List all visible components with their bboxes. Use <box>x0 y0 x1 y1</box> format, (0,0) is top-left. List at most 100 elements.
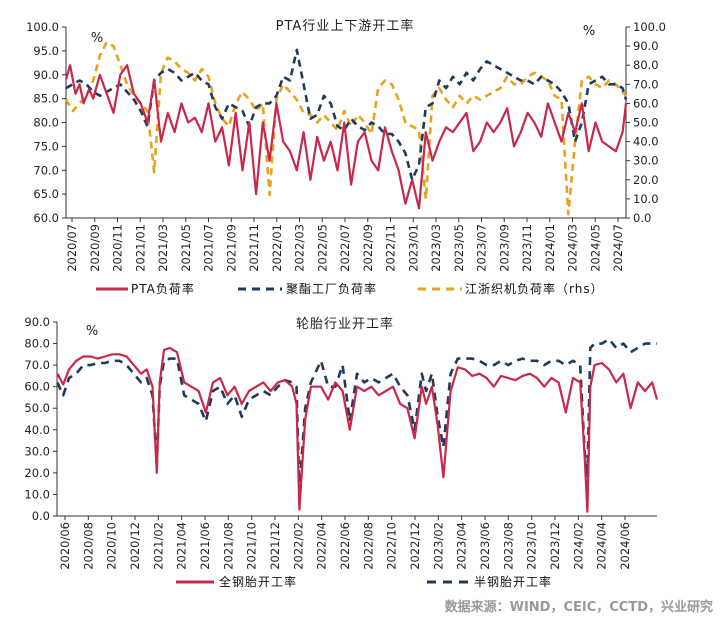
chart1-x-tick-label: 2022/09 <box>361 224 375 272</box>
chart1-right-tick-label: 10.0 <box>633 192 659 206</box>
chart2-x-tick-label: 2023/06 <box>478 522 492 570</box>
chart2-x-tick-label: 2020/10 <box>105 522 119 570</box>
chart1-right-tick-label: 60.0 <box>633 96 659 110</box>
chart1-x-tick-label: 2020/11 <box>111 224 125 272</box>
chart1-legend: PTA负荷率 聚酯工厂负荷率 江浙织机负荷率（rhs） <box>96 281 604 296</box>
chart1-x-tick-label: 2021/01 <box>133 224 147 272</box>
chart1-x-tick-label: 2024/05 <box>588 224 602 272</box>
chart2-x-tick-label: 2022/02 <box>291 522 305 570</box>
series-pta-load <box>64 64 628 210</box>
chart1-left-tick-label: 95.0 <box>33 44 59 58</box>
chart1-right-tick-label: 50.0 <box>633 116 659 130</box>
chart2-x-tick-labels: 2020/06 2020/08 2020/10 2020/12 2021/02 2021/… <box>58 516 632 570</box>
chart1-x-tick-label: 2023/01 <box>406 224 420 272</box>
chart2-x-tick-label: 2020/08 <box>81 522 95 570</box>
chart1-left-tick-label: 80.0 <box>33 116 59 130</box>
source-note: 数据来源：WIND，CEIC，CCTD，兴业研究 <box>445 599 713 615</box>
chart1-left-tick-label: 60.0 <box>33 211 59 225</box>
chart2-x-tick-label: 2022/10 <box>385 522 399 570</box>
series-all-steel-tire <box>56 346 659 513</box>
legend-label-weaving: 江浙织机负荷率（rhs） <box>465 281 604 296</box>
chart2-x-tick-label: 2022/06 <box>338 522 352 570</box>
chart1-right-tick-label: 40.0 <box>633 135 659 149</box>
chart2-x-tick-label: 2022/12 <box>408 522 422 570</box>
chart2-x-tick-label: 2023/04 <box>455 522 469 570</box>
chart1-left-tick-label: 90.0 <box>33 68 59 82</box>
chart1-left-tick-label: 70.0 <box>33 163 59 177</box>
chart2-y-tick-label: 20.0 <box>24 466 50 480</box>
chart2-x-tick-label: 2021/06 <box>198 522 212 570</box>
chart2-y-tick-label: 30.0 <box>24 444 50 458</box>
chart2-title: 轮胎行业开工率 <box>296 316 394 332</box>
chart1-left-tick-label: 85.0 <box>33 92 59 106</box>
chart1-x-tick-label: 2021/09 <box>224 224 238 272</box>
chart-pta-operating-rates: PTA行业上下游开工率 % % 60.0 65.0 70.0 75.0 80.0 85.0… <box>26 18 666 272</box>
chart1-x-tick-label: 2023/09 <box>497 224 511 272</box>
chart2-x-tick-label: 2020/06 <box>58 522 72 570</box>
chart1-x-tick-label: 2020/09 <box>88 224 102 272</box>
chart2-x-tick-label: 2023/08 <box>501 522 515 570</box>
chart1-x-tick-label: 2023/03 <box>429 224 443 272</box>
chart1-x-tick-label: 2023/11 <box>520 224 534 272</box>
chart2-x-tick-label: 2021/04 <box>175 522 189 570</box>
chart1-x-tick-label: 2022/11 <box>384 224 398 272</box>
chart1-x-tick-label: 2022/05 <box>315 224 329 272</box>
chart1-right-tick-label: 70.0 <box>633 77 659 91</box>
series-semi-steel-tire <box>56 337 657 492</box>
chart1-x-tick-label: 2022/07 <box>338 224 352 272</box>
chart2-x-tick-label: 2020/12 <box>128 522 142 570</box>
chart2-left-unit: % <box>86 324 98 339</box>
chart2-y-tick-label: 50.0 <box>24 401 50 415</box>
chart1-right-tick-labels: 0.0 10.0 20.0 30.0 40.0 50.0 60.0 70.0 80.0 90.0 1… <box>626 20 666 225</box>
chart2-y-tick-labels: 0.0 10.0 20.0 30.0 40.0 50.0 60.0 70.0 80.0 90.0 <box>24 315 57 523</box>
series-polyester-load <box>65 48 628 182</box>
chart2-x-tick-label: 2024/02 <box>571 522 585 570</box>
chart2-y-tick-label: 40.0 <box>24 423 50 437</box>
chart1-left-tick-labels: 60.0 65.0 70.0 75.0 80.0 85.0 90.0 95.0 100.0 <box>26 20 66 225</box>
chart2-x-tick-label: 2022/08 <box>361 522 375 570</box>
chart2-y-tick-label: 80.0 <box>24 337 50 351</box>
chart2-series <box>56 337 659 513</box>
chart1-x-tick-label: 2021/11 <box>247 224 261 272</box>
chart1-x-tick-label: 2024/07 <box>611 224 625 272</box>
chart2-y-tick-label: 10.0 <box>24 487 50 501</box>
chart2-x-tick-label: 2021/02 <box>151 522 165 570</box>
legend-label-pta: PTA负荷率 <box>131 281 195 296</box>
chart2-y-tick-label: 90.0 <box>24 315 50 329</box>
chart1-left-tick-label: 100.0 <box>26 20 59 34</box>
chart1-right-tick-label: 90.0 <box>633 39 659 53</box>
chart1-right-tick-label: 0.0 <box>633 211 651 225</box>
legend-label-polyester: 聚酯工厂负荷率 <box>286 281 377 296</box>
chart2-x-tick-label: 2022/04 <box>315 522 329 570</box>
chart1-x-tick-label: 2024/03 <box>566 224 580 272</box>
series-weaving-load <box>64 40 627 216</box>
chart2-y-tick-label: 0.0 <box>32 509 50 523</box>
chart1-right-unit: % <box>583 24 595 39</box>
chart1-x-tick-label: 2021/03 <box>156 224 170 272</box>
chart2-x-tick-label: 2023/10 <box>525 522 539 570</box>
chart1-right-tick-label: 100.0 <box>633 20 666 34</box>
chart2-x-tick-label: 2021/12 <box>268 522 282 570</box>
chart1-x-tick-label: 2023/05 <box>452 224 466 272</box>
chart2-x-tick-label: 2021/10 <box>245 522 259 570</box>
chart1-right-tick-label: 80.0 <box>633 58 659 72</box>
chart1-right-tick-label: 30.0 <box>633 154 659 168</box>
chart1-series <box>64 40 628 216</box>
chart1-x-tick-label: 2020/07 <box>65 224 79 272</box>
chart2-y-tick-label: 60.0 <box>24 380 50 394</box>
chart1-x-tick-label: 2021/05 <box>179 224 193 272</box>
chart1-right-tick-label: 20.0 <box>633 173 659 187</box>
chart2-x-tick-label: 2021/08 <box>221 522 235 570</box>
chart1-x-tick-label: 2024/01 <box>543 224 557 272</box>
chart1-x-tick-label: 2021/07 <box>202 224 216 272</box>
chart2-legend: 全钢胎开工率 半钢胎开工率 <box>176 574 552 589</box>
chart1-x-tick-label: 2022/01 <box>270 224 284 272</box>
chart2-x-tick-label: 2024/04 <box>595 522 609 570</box>
chart1-left-unit: % <box>91 31 103 46</box>
chart-tire-operating-rates: 轮胎行业开工率 % 0.0 10.0 20.0 30.0 40.0 50.0 60.0 70.… <box>24 315 659 570</box>
chart1-left-tick-label: 65.0 <box>33 187 59 201</box>
chart2-x-tick-label: 2023/12 <box>548 522 562 570</box>
legend-label-semisteel: 半钢胎开工率 <box>474 574 552 589</box>
chart1-title: PTA行业上下游开工率 <box>276 18 415 34</box>
